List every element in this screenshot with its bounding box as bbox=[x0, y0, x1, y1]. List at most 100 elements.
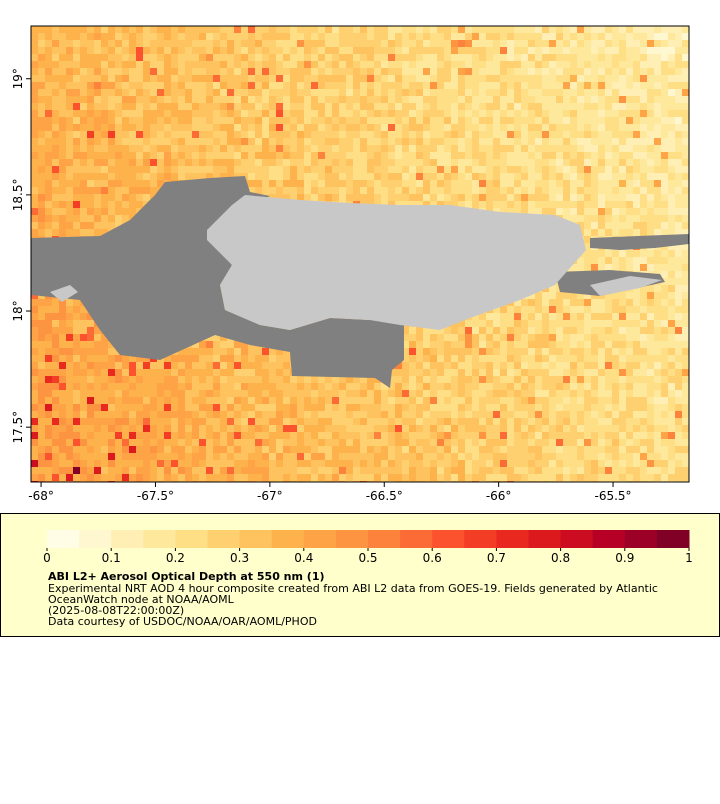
raster-cell bbox=[430, 194, 437, 201]
raster-cell bbox=[332, 152, 339, 159]
raster-cell bbox=[31, 138, 38, 145]
raster-cell bbox=[150, 187, 157, 194]
raster-cell bbox=[129, 383, 136, 390]
raster-cell bbox=[38, 152, 45, 159]
raster-cell bbox=[542, 327, 549, 334]
raster-cell bbox=[325, 75, 332, 82]
raster-cell bbox=[493, 341, 500, 348]
raster-cell bbox=[248, 89, 255, 96]
raster-cell bbox=[500, 369, 507, 376]
raster-cell bbox=[388, 124, 395, 131]
raster-cell bbox=[52, 26, 59, 33]
raster-cell bbox=[213, 383, 220, 390]
raster-cell bbox=[619, 33, 626, 40]
raster-cell bbox=[346, 152, 353, 159]
raster-cell bbox=[276, 40, 283, 47]
raster-cell bbox=[535, 306, 542, 313]
raster-cell bbox=[535, 299, 542, 306]
raster-cell bbox=[108, 383, 115, 390]
raster-cell bbox=[248, 82, 255, 89]
raster-cell bbox=[269, 117, 276, 124]
raster-cell bbox=[255, 383, 262, 390]
raster-cell bbox=[262, 362, 269, 369]
raster-cell bbox=[619, 306, 626, 313]
raster-cell bbox=[318, 124, 325, 131]
raster-cell bbox=[101, 222, 108, 229]
raster-cell bbox=[150, 131, 157, 138]
raster-cell bbox=[682, 82, 689, 89]
raster-cell bbox=[227, 348, 234, 355]
raster-cell bbox=[507, 341, 514, 348]
raster-cell bbox=[360, 117, 367, 124]
raster-cell bbox=[591, 110, 598, 117]
raster-cell bbox=[556, 159, 563, 166]
raster-cell bbox=[556, 89, 563, 96]
raster-cell bbox=[129, 390, 136, 397]
raster-cell bbox=[423, 383, 430, 390]
raster-cell bbox=[584, 355, 591, 362]
raster-cell bbox=[500, 103, 507, 110]
raster-cell bbox=[549, 369, 556, 376]
raster-cell bbox=[87, 173, 94, 180]
raster-cell bbox=[528, 33, 535, 40]
raster-cell bbox=[311, 40, 318, 47]
raster-cell bbox=[458, 334, 465, 341]
raster-cell bbox=[31, 299, 38, 306]
raster-cell bbox=[66, 229, 73, 236]
raster-cell bbox=[234, 341, 241, 348]
raster-cell bbox=[549, 383, 556, 390]
raster-cell bbox=[136, 26, 143, 33]
raster-cell bbox=[647, 390, 654, 397]
raster-cell bbox=[675, 33, 682, 40]
raster-cell bbox=[437, 362, 444, 369]
raster-cell bbox=[416, 362, 423, 369]
raster-cell bbox=[416, 152, 423, 159]
raster-cell bbox=[73, 362, 80, 369]
raster-cell bbox=[500, 75, 507, 82]
raster-cell bbox=[647, 327, 654, 334]
raster-cell bbox=[570, 292, 577, 299]
raster-cell bbox=[493, 355, 500, 362]
raster-cell bbox=[612, 159, 619, 166]
raster-cell bbox=[318, 159, 325, 166]
raster-cell bbox=[619, 201, 626, 208]
raster-cell bbox=[640, 264, 647, 271]
raster-cell bbox=[598, 166, 605, 173]
raster-cell bbox=[430, 334, 437, 341]
raster-cell bbox=[458, 82, 465, 89]
aod-raster bbox=[31, 26, 689, 482]
raster-cell bbox=[549, 355, 556, 362]
raster-cell bbox=[549, 152, 556, 159]
raster-cell bbox=[493, 68, 500, 75]
raster-cell bbox=[661, 208, 668, 215]
raster-cell bbox=[94, 208, 101, 215]
raster-cell bbox=[185, 68, 192, 75]
raster-cell bbox=[73, 208, 80, 215]
raster-cell bbox=[199, 355, 206, 362]
raster-cell bbox=[458, 383, 465, 390]
raster-cell bbox=[605, 89, 612, 96]
raster-cell bbox=[73, 103, 80, 110]
raster-cell bbox=[339, 187, 346, 194]
raster-cell bbox=[66, 82, 73, 89]
raster-cell bbox=[311, 194, 318, 201]
raster-cell bbox=[584, 236, 591, 243]
raster-cell bbox=[115, 159, 122, 166]
raster-cell bbox=[668, 187, 675, 194]
raster-cell bbox=[87, 194, 94, 201]
raster-cell bbox=[437, 33, 444, 40]
raster-cell bbox=[374, 180, 381, 187]
raster-cell bbox=[262, 89, 269, 96]
raster-cell bbox=[374, 117, 381, 124]
raster-cell bbox=[94, 362, 101, 369]
raster-cell bbox=[157, 376, 164, 383]
raster-cell bbox=[157, 159, 164, 166]
raster-cell bbox=[472, 355, 479, 362]
raster-cell bbox=[94, 47, 101, 54]
raster-cell bbox=[353, 47, 360, 54]
raster-cell bbox=[178, 68, 185, 75]
raster-cell bbox=[31, 334, 38, 341]
raster-cell bbox=[297, 75, 304, 82]
raster-cell bbox=[374, 124, 381, 131]
raster-cell bbox=[542, 194, 549, 201]
